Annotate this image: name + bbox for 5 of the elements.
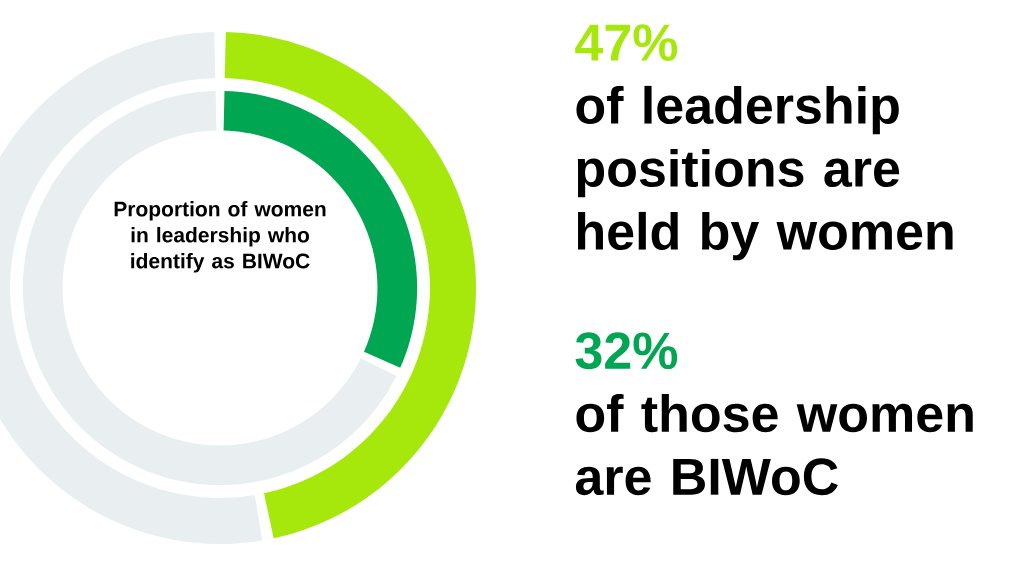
data-label: 47% <box>575 24 678 61</box>
text: of leadership positions are held by women <box>576 85 953 261</box>
text: Proportion of women in leadership who identify as BIWoC <box>114 201 326 273</box>
data-label: 32% <box>575 332 678 370</box>
text: of those women are BIWoC <box>575 394 973 496</box>
